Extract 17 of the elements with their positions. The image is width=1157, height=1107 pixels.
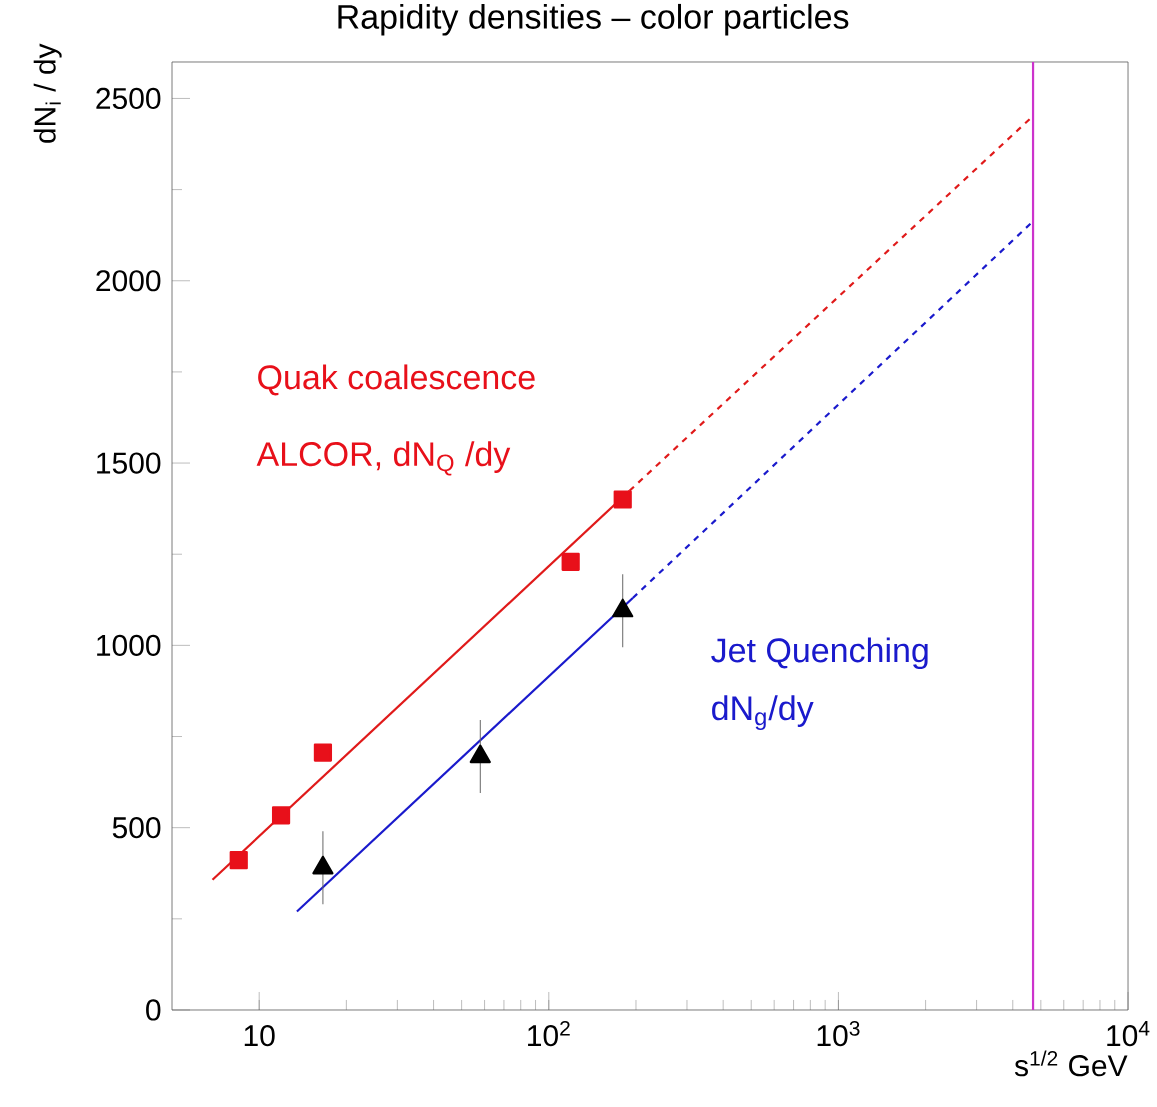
y-tick-label: 2500 <box>96 87 161 110</box>
x-tick-label: 10$^{4}$ <box>1107 1021 1150 1047</box>
x-axis-title: s$^{1/2}$ GeV <box>1014 1050 1128 1077</box>
text: ALCOR, dN$_{Q}$ /dy <box>256 441 511 476</box>
x-tick-label: 10 <box>244 1025 275 1047</box>
annotation: Quak coalescence <box>258 364 535 396</box>
y-tick-label: 1500 <box>97 452 161 474</box>
text: Jet Quenching <box>711 637 928 670</box>
y-tick-label: 500 <box>112 817 161 839</box>
x-tick-label: 10$^{2}$ <box>528 1020 570 1047</box>
annotation: dN$_{g}$/dy <box>712 695 814 731</box>
y-tick-label: 0 <box>146 999 161 1021</box>
y-tick-label: 2000 <box>96 270 161 292</box>
y-axis-title: dN$_{i}$ / dy <box>33 43 62 143</box>
chart-title: Rapidity densities – color particles <box>338 3 849 36</box>
x-tick-label: 10$^{3}$ <box>817 1020 860 1047</box>
y-tick-label: 1000 <box>97 634 161 656</box>
